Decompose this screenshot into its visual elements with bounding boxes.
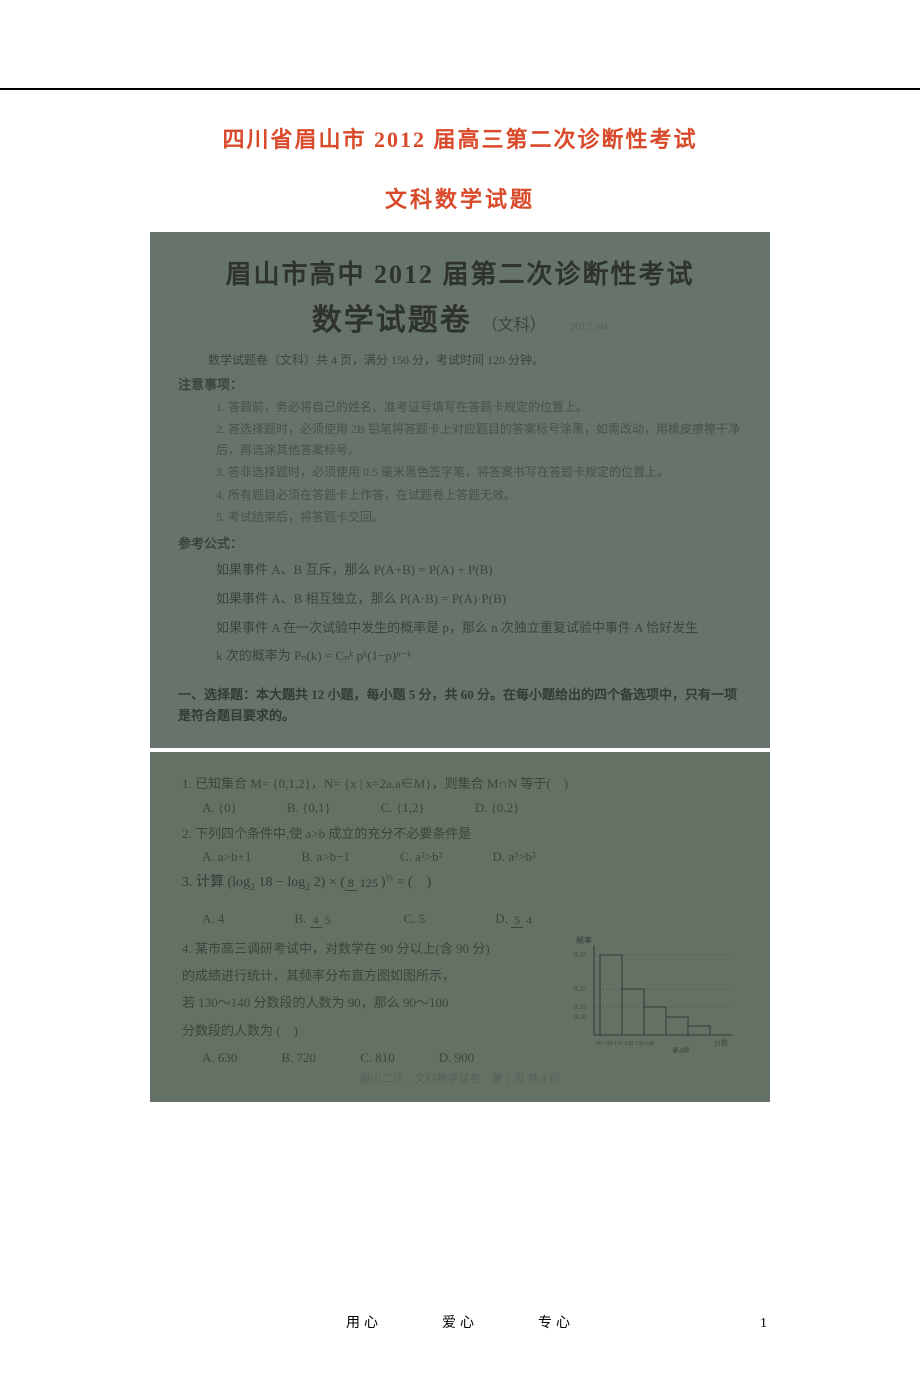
footer-left: 用心 [346,1312,382,1332]
q2-opt-a: A. a>b+1 [202,849,251,865]
exam-header: 眉山市高中 2012 届第二次诊断性考试 数学试题卷 （文科） 2012. 04 [168,254,752,339]
notice-list: 1. 答题前，务必将自己的姓名、准考证号填写在答题卡规定的位置上。 2. 答选择… [216,397,752,527]
footer-right: 专心 [538,1312,574,1332]
svg-text:0.10: 0.10 [574,1013,587,1021]
q3-prefix: 3. 计算 [182,875,224,890]
q1-opt-a: A. {0} [202,800,237,816]
q3-opt-c: C. 5 [404,911,426,927]
exam-subject: （文科） [482,317,546,334]
question-4: 4. 某市高三调研考试中，对数学在 90 分以上(含 90 分) 的成绩进行统计… [182,935,562,1044]
q4-line: 的成绩进行统计，其频率分布直方图如图所示， [182,962,562,989]
q2-opt-b: B. a>b−1 [301,849,350,865]
formula-block: 如果事件 A、B 互斥，那么 P(A+B) = P(A) + P(B) 如果事件… [216,556,752,670]
q2-opt-d: D. a³>b³ [493,849,536,865]
q3-opt-b: B. 45 [294,911,333,927]
q3-options: A. 4 B. 45 C. 5 D. 54 [202,911,752,927]
notice-item: 3. 答非选择题时，必须使用 0.5 毫米黑色签字笔，将答案书写在答题卡规定的位… [216,462,752,482]
q4-opt-a: A. 630 [202,1050,237,1066]
formula-label: 参考公式： [178,533,752,552]
notice-item: 5. 考试结束后，将答题卡交回。 [216,507,752,527]
exam-subtitle: 数学试题卷 [312,295,472,339]
hist-caption: 第4题 [672,1046,690,1053]
svg-text:分数: 分数 [714,1038,728,1047]
q3-opt-d: D. 54 [495,911,535,927]
exam-photo-upper: 眉山市高中 2012 届第二次诊断性考试 数学试题卷 （文科） 2012. 04… [150,232,770,748]
q1-options: A. {0} B. {0,1} C. {1,2} D. {0,2} [202,800,752,816]
q3-opt-a: A. 4 [202,911,224,927]
exam-title: 眉山市高中 2012 届第二次诊断性考试 [168,254,752,291]
title-main: 四川省眉山市 2012 届高三第二次诊断性考试 [0,122,920,154]
q4-line: 若 130～140 分数段的人数为 90，那么 90～100 [182,989,562,1016]
footer-mid: 爱心 [442,1312,478,1332]
exam-date: 2012. 04 [570,321,609,333]
q4-opt-d: D. 900 [439,1050,474,1066]
question-3: 3. 计算 (log2 18 − log2 2) × (8125)⅓ = ( ) [182,871,752,893]
formula-line: 如果事件 A、B 互斥，那么 P(A+B) = P(A) + P(B) [216,556,752,585]
q4-line: 分数段的人数为 ( ) [182,1017,562,1044]
svg-text:0.15: 0.15 [574,1003,587,1011]
svg-text:0.45: 0.45 [574,951,587,959]
q1-opt-d: D. {0,2} [475,800,520,816]
exam-intro: 数学试题卷（文科）共 4 页，满分 150 分，考试时间 120 分钟。 [208,351,752,368]
inner-page-footer: 眉山二诊 文科数学试卷 第 1 页 共 4 页 [168,1070,752,1086]
q4-opt-c: C. 810 [360,1050,395,1066]
q4-histogram: 频率 0.45 0.25 0.15 0.10 90 100 110 120 13… [572,933,742,1053]
svg-text:90 100 110 120 130 140: 90 100 110 120 130 140 [596,1041,654,1047]
document-header: 四川省眉山市 2012 届高三第二次诊断性考试 文科数学试题 [0,90,920,214]
notice-item: 4. 所有题目必须在答题卡上作答，在试题卷上答题无效。 [216,485,752,505]
q4-opt-b: B. 720 [281,1050,316,1066]
q2-opt-c: C. a²>b² [400,849,443,865]
page-number: 1 [760,1316,767,1332]
q2-options: A. a>b+1 B. a>b−1 C. a²>b² D. a³>b³ [202,849,752,865]
formula-line: k 次的概率为 Pₙ(k) = Cₙᵏ pᵏ(1−p)ⁿ⁻ᵏ [216,642,752,671]
question-1: 1. 已知集合 M= {0,1,2}，N= {x | x=2a,a∈M}，则集合… [182,772,752,795]
page-footer: 用心 爱心 专心 [0,1312,920,1332]
q1-opt-c: C. {1,2} [381,800,425,816]
title-sub: 文科数学试题 [0,182,920,214]
exam-photo-lower: 1. 已知集合 M= {0,1,2}，N= {x | x=2a,a∈M}，则集合… [150,752,770,1102]
section-header: 一、选择题：本大题共 12 小题，每小题 5 分，共 60 分。在每小题给出的四… [178,685,742,727]
q4-line: 4. 某市高三调研考试中，对数学在 90 分以上(含 90 分) [182,935,562,962]
q1-opt-b: B. {0,1} [287,800,331,816]
formula-line: 如果事件 A、B 相互独立，那么 P(A·B) = P(A)·P(B) [216,585,752,614]
svg-text:0.25: 0.25 [574,985,587,993]
question-4-wrap: 4. 某市高三调研考试中，对数学在 90 分以上(含 90 分) 的成绩进行统计… [168,935,752,1066]
formula-line: 如果事件 A 在一次试验中发生的概率是 p，那么 n 次独立重复试验中事件 A … [216,614,752,643]
question-2: 2. 下列四个条件中,使 a>b 成立的充分不必要条件是 [182,822,752,845]
hist-ylabel: 频率 [576,935,592,945]
notice-label: 注意事项： [178,374,752,393]
notice-item: 1. 答题前，务必将自己的姓名、准考证号填写在答题卡规定的位置上。 [216,397,752,417]
exam-subtitle-row: 数学试题卷 （文科） 2012. 04 [168,291,752,339]
notice-item: 2. 答选择题时，必须使用 2B 铅笔将答题卡上对应题目的答案标号涂黑，如需改动… [216,419,752,460]
